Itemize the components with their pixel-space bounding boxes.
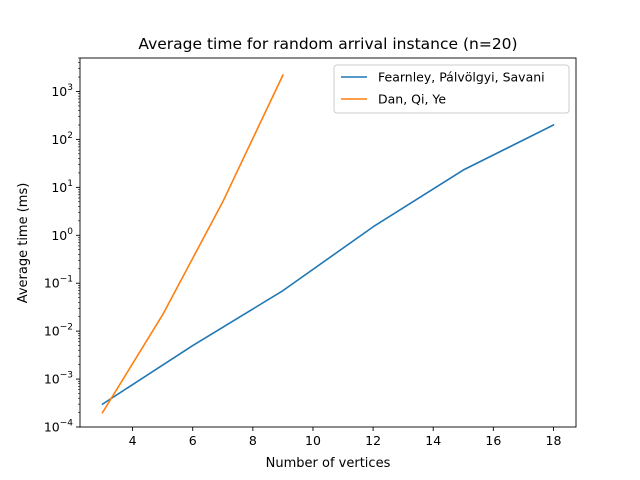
y-tick-label-exponent: −3	[60, 371, 73, 381]
x-tick-label: 6	[189, 433, 197, 448]
x-tick-label: 18	[546, 433, 562, 448]
axes: 4 6 8 10 12 14 16 1810−410−310−210−110010110210…	[44, 57, 577, 448]
legend-box	[333, 64, 570, 114]
y-tick-label-exponent: 3	[67, 83, 73, 93]
chart-title: Average time for random arrival instance…	[138, 35, 517, 53]
x-tick-label: 8	[249, 433, 257, 448]
y-tick-label-exponent: −4	[60, 419, 74, 429]
y-tick-label: 10−4	[44, 419, 73, 435]
y-tick-label: 10−1	[44, 275, 73, 291]
y-tick-label-base: 10	[44, 276, 60, 291]
y-axis-label: Average time (ms)	[16, 183, 31, 304]
y-tick-label: 10−3	[44, 371, 73, 387]
y-tick-label: 10−2	[44, 323, 73, 339]
series-line-0	[101, 123, 555, 406]
y-tick-label-base: 10	[44, 372, 60, 387]
y-tick-label: 101	[51, 179, 73, 195]
y-tick-label: 102	[51, 131, 73, 147]
y-tick-label: 103	[51, 83, 73, 99]
x-tick-label: 16	[485, 433, 501, 448]
y-tick-label-base: 10	[51, 228, 67, 243]
plot-area	[101, 74, 555, 414]
y-tick-label-base: 10	[51, 180, 67, 195]
x-tick-label: 10	[305, 433, 321, 448]
y-tick-label-exponent: 2	[67, 131, 73, 141]
legend-label-1: Dan, Qi, Ye	[378, 92, 446, 107]
y-tick-label-base: 10	[51, 132, 67, 147]
y-tick-label-exponent: −1	[60, 275, 73, 285]
y-tick-label-base: 10	[44, 324, 60, 339]
x-tick-label: 14	[425, 433, 441, 448]
legend-label-0: Fearnley, Pálvölgyi, Savani	[378, 70, 545, 85]
series-line-1	[101, 74, 284, 414]
x-tick-label: 12	[365, 433, 381, 448]
y-tick-label-exponent: 1	[67, 179, 73, 189]
y-tick-label: 100	[51, 227, 73, 243]
y-tick-label-exponent: −2	[60, 323, 73, 333]
y-tick-label-exponent: 0	[67, 227, 73, 237]
y-tick-label-base: 10	[44, 420, 60, 435]
x-axis-label: Number of vertices	[266, 456, 391, 471]
x-tick-label: 4	[129, 433, 137, 448]
y-tick-label-base: 10	[51, 84, 67, 99]
legend: Fearnley, Pálvölgyi, Savani Dan, Qi, Ye	[333, 64, 570, 114]
